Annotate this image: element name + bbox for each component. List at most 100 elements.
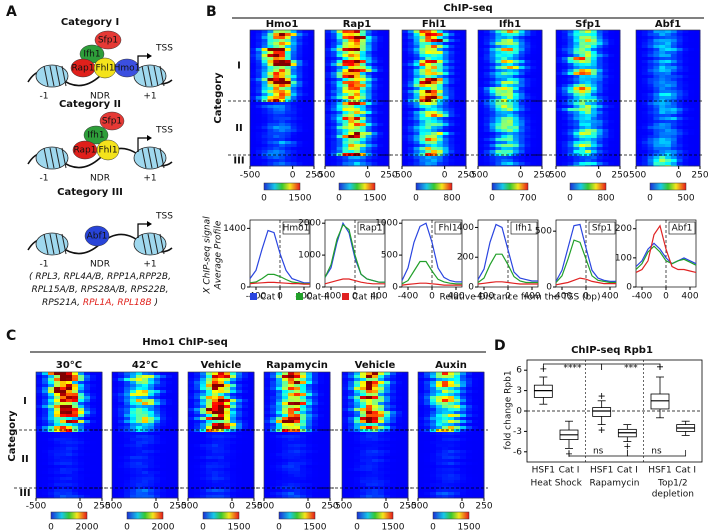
heatmap-cell <box>255 105 263 109</box>
heatmap-cell <box>501 117 508 121</box>
heatmap-cell <box>242 396 249 400</box>
heatmap-cell <box>273 57 280 61</box>
heatmap-cell <box>194 408 201 412</box>
heatmap-cell <box>248 405 255 409</box>
heatmap-cell <box>608 51 615 55</box>
heatmap-cell <box>330 144 338 148</box>
heatmap-cell <box>330 162 338 166</box>
heatmap-cell <box>78 450 85 454</box>
heatmap-cell <box>236 462 243 466</box>
heatmap-cell <box>300 378 307 382</box>
heatmap-cell <box>359 108 367 112</box>
heatmap-cell <box>236 384 243 388</box>
heatmap-cell <box>676 30 683 34</box>
heatmap-cell <box>602 81 609 85</box>
heatmap-cell <box>501 93 508 97</box>
heatmap-cell <box>383 111 390 115</box>
heatmap-cell <box>425 111 432 115</box>
heatmap-cell <box>431 39 438 43</box>
heatmap-cell <box>330 60 338 64</box>
heatmap-cell <box>124 465 131 469</box>
heatmap-cell <box>118 429 125 433</box>
heatmap-cell <box>436 147 444 151</box>
heatmap-cell <box>250 126 257 130</box>
heatmap-cell <box>377 156 384 160</box>
heatmap-cell <box>590 54 598 58</box>
heatmap-cell <box>419 123 426 127</box>
heatmap-cell <box>172 411 179 415</box>
heatmap-cell <box>495 33 502 37</box>
heatmap-cell <box>512 57 520 61</box>
heatmap-cell <box>136 396 143 400</box>
heatmap-cell <box>585 105 592 109</box>
heatmap-cell <box>413 117 420 121</box>
heatmap-cell <box>419 84 426 88</box>
heatmap-cell <box>688 126 695 130</box>
heatmap-cell <box>248 426 255 430</box>
heatmap-cell <box>602 117 609 121</box>
heatmap-cell <box>206 396 213 400</box>
heatmap-cell <box>230 480 237 484</box>
heatmap-cell <box>694 126 701 130</box>
heatmap-cell <box>659 51 666 55</box>
heatmap-cell <box>402 51 409 55</box>
heatmap-cell <box>448 156 455 160</box>
heatmap-cell <box>242 378 249 382</box>
heatmap-cell <box>306 387 313 391</box>
heatmap-cell <box>255 162 263 166</box>
heatmap-cell <box>218 477 225 481</box>
heatmap-cell <box>218 492 225 496</box>
heatmap-cell <box>483 84 491 88</box>
heatmap-cell <box>676 123 683 127</box>
heatmap-cell <box>312 414 319 418</box>
heatmap-cell <box>590 132 598 136</box>
heatmap-cell <box>96 417 103 421</box>
heatmap-cell <box>224 411 231 415</box>
heatmap-cell <box>647 150 654 154</box>
heatmap-cell <box>118 435 125 439</box>
heatmap-cell <box>194 411 201 415</box>
heatmap-cell <box>419 126 426 130</box>
heatmap-cell <box>206 492 213 496</box>
heatmap-cell <box>383 45 390 49</box>
heatmap-cell <box>460 81 467 85</box>
heatmap-cell <box>130 447 137 451</box>
heatmap-cell <box>306 438 313 442</box>
heatmap-cell <box>308 111 315 115</box>
heatmap-cell <box>425 132 432 136</box>
heatmap-cell <box>567 54 574 58</box>
heatmap-cell <box>567 78 574 82</box>
heatmap-cell <box>72 471 79 475</box>
heatmap-cell <box>273 114 280 118</box>
heatmap-cell <box>573 66 580 70</box>
heatmap-cell <box>284 54 292 58</box>
heatmap-cell <box>136 393 143 397</box>
heatmap-cell <box>200 453 207 457</box>
heatmap-cell <box>78 471 85 475</box>
heatmap-cell <box>142 390 149 394</box>
heatmap-cell <box>300 447 307 451</box>
heatmap-cell <box>636 72 643 76</box>
heatmap-cell <box>342 66 349 70</box>
heatmap-cell <box>206 405 213 409</box>
heatmap-cell <box>72 456 79 460</box>
heatmap-cell <box>242 411 249 415</box>
heatmap-cell <box>460 102 467 106</box>
heatmap-cell <box>641 120 649 124</box>
heatmap-cell <box>590 147 598 151</box>
heatmap-cell <box>248 411 255 415</box>
heatmap-cell <box>230 384 237 388</box>
heatmap-cell <box>636 132 643 136</box>
heatmap-cell <box>90 471 97 475</box>
heatmap-cell <box>78 495 85 499</box>
heatmap-cell <box>670 108 678 112</box>
heatmap-cell <box>659 45 666 49</box>
heatmap-cell <box>383 36 390 40</box>
heatmap-cell <box>255 54 263 58</box>
heatmap-cell <box>288 426 295 430</box>
heatmap-cell <box>377 69 384 73</box>
heatmap-cell <box>590 39 598 43</box>
heatmap-cell <box>495 81 502 85</box>
heatmap-cell <box>172 489 179 493</box>
heatmap-cell <box>556 54 563 58</box>
